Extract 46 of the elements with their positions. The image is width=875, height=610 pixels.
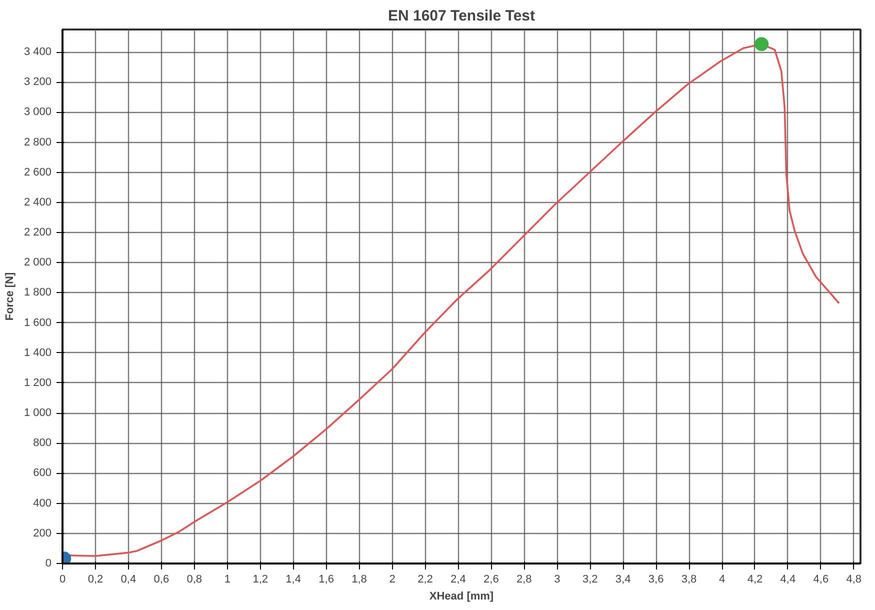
x-tick-label: 4,2	[747, 574, 763, 586]
y-tick-label: 0	[45, 558, 52, 570]
x-tick-label: 0,2	[88, 574, 104, 586]
x-tick-label: 1,8	[352, 574, 367, 586]
x-tick-label: 2	[389, 574, 396, 586]
y-tick-label: 2 800	[24, 136, 52, 148]
x-tick-label: 2,8	[516, 574, 532, 586]
x-tick-label: 1,2	[252, 574, 268, 586]
y-tick-label: 400	[33, 497, 52, 510]
y-tick-label: 2 600	[24, 166, 52, 178]
y-tick-label: 3 000	[24, 106, 52, 118]
x-tick-label: 3,4	[615, 574, 631, 586]
y-tick-label: 1 000	[24, 407, 52, 420]
x-tick-label: 0	[59, 574, 66, 586]
x-tick-label: 3,2	[582, 574, 598, 586]
y-tick-label: 3 200	[24, 76, 52, 88]
x-tick-label: 1,4	[286, 574, 301, 586]
y-tick-label: 1 400	[24, 346, 52, 359]
x-tick-label: 1,6	[318, 574, 334, 586]
y-tick-label: 2 000	[24, 256, 52, 269]
x-axis-title: XHead [mm]	[429, 590, 494, 602]
x-tick-label: 3,6	[648, 574, 664, 586]
y-tick-label: 1 200	[24, 376, 52, 389]
y-tick-label: 200	[33, 527, 52, 540]
x-tick-label: 2,6	[484, 574, 499, 586]
x-tick-label: 3	[554, 574, 560, 586]
y-tick-label: 3 400	[24, 46, 52, 58]
x-tick-label: 2,2	[418, 574, 433, 586]
x-tick-label: 2,4	[450, 574, 466, 586]
x-tick-label: 4,4	[780, 574, 796, 586]
y-tick-label: 2 400	[24, 196, 52, 208]
y-axis-title: Force [N]	[4, 272, 16, 321]
chart-title: EN 1607 Tensile Test	[388, 8, 536, 24]
y-tick-label: 2 200	[24, 226, 52, 239]
x-tick-label: 3,8	[681, 574, 697, 586]
y-tick-label: 600	[33, 467, 52, 480]
x-tick-label: 4,6	[813, 574, 829, 586]
x-tick-label: 4	[718, 574, 726, 586]
y-tick-label: 800	[33, 437, 52, 450]
x-tick-label: 1	[224, 574, 230, 586]
x-tick-label: 0,4	[120, 574, 136, 586]
y-tick-label: 1 600	[24, 316, 52, 329]
x-tick-label: 4,8	[846, 574, 862, 586]
x-tick-label: 0,6	[154, 574, 170, 586]
x-tick-label: 0,8	[186, 574, 202, 586]
y-tick-label: 1 800	[24, 286, 52, 299]
